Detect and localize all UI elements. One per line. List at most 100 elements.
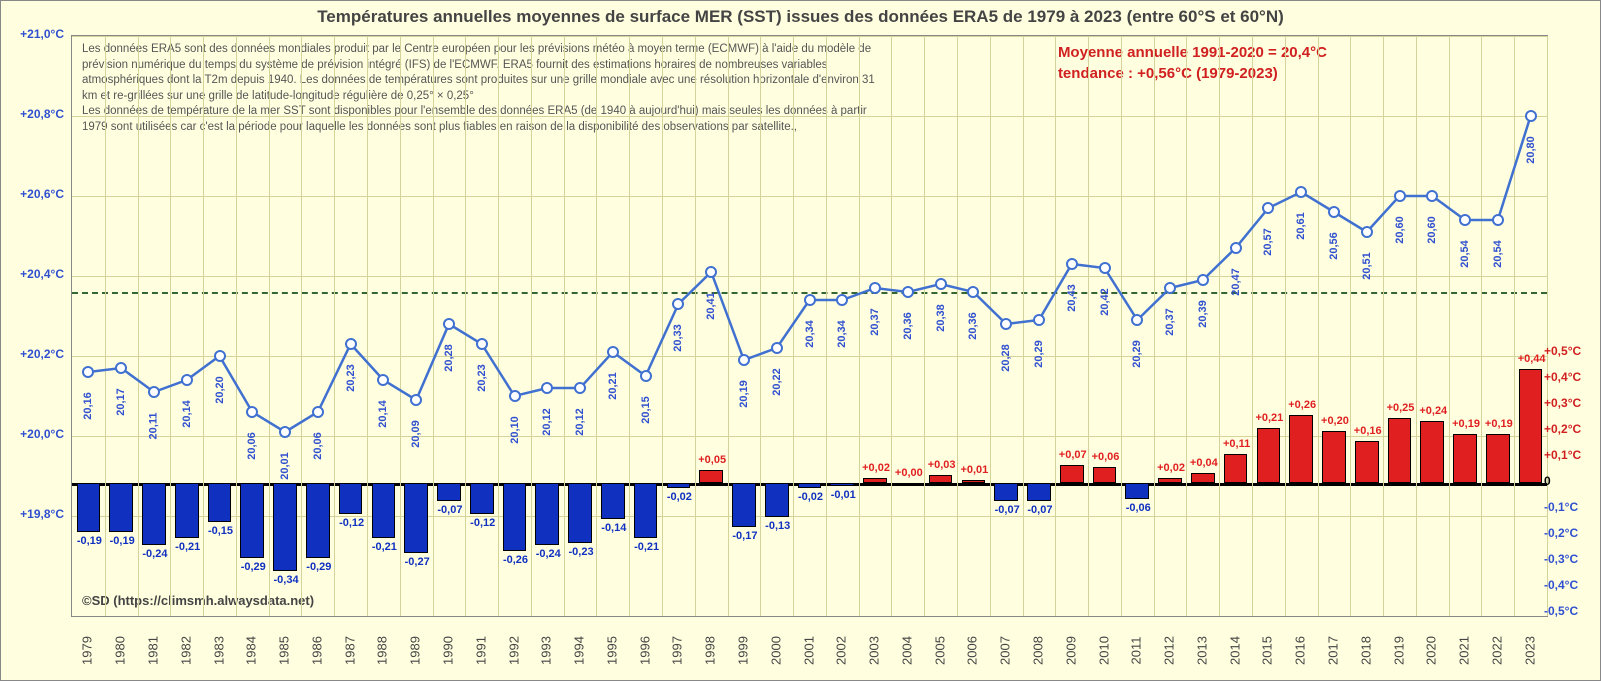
x-tick-label: 1987 [342, 631, 357, 671]
line-marker [279, 426, 291, 438]
anomaly-label: +0,03 [925, 459, 959, 471]
anomaly-bar [503, 483, 527, 551]
x-tick-label: 2017 [1325, 631, 1340, 671]
x-tick-label: 1986 [309, 631, 324, 671]
anomaly-label: +0,05 [695, 454, 729, 466]
anomaly-label: +0,24 [1416, 405, 1450, 417]
line-marker [607, 346, 619, 358]
temperature-value-label: 20,12 [541, 408, 553, 436]
temperature-value-label: 20,20 [213, 376, 225, 404]
temperature-value-label: 20,06 [246, 432, 258, 460]
x-tick-label: 1996 [637, 631, 652, 671]
temperature-value-label: 20,51 [1360, 252, 1372, 280]
anomaly-bar [470, 483, 494, 514]
anomaly-label: -0,07 [433, 504, 467, 516]
anomaly-bar [798, 483, 822, 488]
line-marker [1000, 318, 1012, 330]
y-right-tick-label: +0,4°C [1544, 370, 1592, 384]
grid-line-v [1416, 36, 1417, 616]
chart-container: Températures annuelles moyennes de surfa… [0, 0, 1601, 681]
description-box: Les données ERA5 sont des données mondia… [82, 42, 877, 135]
line-marker [836, 294, 848, 306]
anomaly-label: -0,12 [466, 517, 500, 529]
x-tick-label: 2012 [1162, 631, 1177, 671]
grid-line-v [1154, 36, 1155, 616]
anomaly-bar [404, 483, 428, 553]
line-marker [574, 382, 586, 394]
line-marker [804, 294, 816, 306]
grid-line-v [1088, 36, 1089, 616]
grid-line-h [72, 116, 1547, 117]
temperature-value-label: 20,29 [1131, 340, 1143, 368]
x-tick-label: 2001 [801, 631, 816, 671]
x-tick-label: 1984 [244, 631, 259, 671]
line-marker [967, 286, 979, 298]
anomaly-label: +0,02 [1154, 462, 1188, 474]
anomaly-bar [339, 483, 363, 514]
x-tick-label: 2010 [1096, 631, 1111, 671]
line-marker [1099, 262, 1111, 274]
line-marker [1394, 190, 1406, 202]
anomaly-bar [175, 483, 199, 538]
line-marker [902, 286, 914, 298]
anomaly-label: +0,16 [1351, 425, 1385, 437]
anomaly-label: -0,06 [1121, 502, 1155, 514]
temperature-value-label: 20,56 [1328, 232, 1340, 260]
x-tick-label: 2020 [1424, 631, 1439, 671]
anomaly-label: +0,02 [859, 462, 893, 474]
grid-line-v [728, 36, 729, 616]
temperature-value-label: 20,23 [344, 364, 356, 392]
temperature-value-label: 20,54 [1459, 240, 1471, 268]
x-tick-label: 1982 [178, 631, 193, 671]
anomaly-bar [1289, 415, 1313, 483]
anomaly-label: -0,19 [72, 535, 106, 547]
anomaly-label: -0,29 [236, 561, 270, 573]
x-tick-label: 2000 [768, 631, 783, 671]
description-p1: Les données ERA5 sont des données mondia… [82, 43, 875, 102]
grid-line-v [1449, 36, 1450, 616]
temperature-value-label: 20,19 [738, 380, 750, 408]
line-marker [509, 390, 521, 402]
anomaly-bar [1027, 483, 1051, 501]
anomaly-label: +0,07 [1056, 449, 1090, 461]
temperature-value-label: 20,54 [1492, 240, 1504, 268]
x-tick-label: 1991 [473, 631, 488, 671]
y-left-tick-label: +20,8°C [9, 107, 64, 121]
anomaly-label: -0,26 [499, 554, 533, 566]
anomaly-bar [142, 483, 166, 545]
y-left-tick-label: +19,8°C [9, 507, 64, 521]
line-marker [705, 266, 717, 278]
temperature-value-label: 20,21 [607, 372, 619, 400]
line-marker [869, 282, 881, 294]
grid-line-v [1383, 36, 1384, 616]
grid-line-v [891, 36, 892, 616]
line-marker [1492, 214, 1504, 226]
temperature-value-label: 20,33 [672, 324, 684, 352]
temperature-value-label: 20,36 [967, 312, 979, 340]
temperature-value-label: 20,29 [1033, 340, 1045, 368]
grid-line-v [1481, 36, 1482, 616]
grid-line-v [1023, 36, 1024, 616]
temperature-value-label: 20,12 [574, 408, 586, 436]
x-tick-label: 1990 [440, 631, 455, 671]
x-tick-label: 2023 [1522, 631, 1537, 671]
y-right-tick-label: -0,5°C [1544, 604, 1592, 618]
x-tick-label: 1993 [539, 631, 554, 671]
x-tick-label: 2002 [834, 631, 849, 671]
anomaly-bar [896, 483, 920, 485]
temperature-value-label: 20,60 [1393, 216, 1405, 244]
anomaly-bar [732, 483, 756, 527]
line-marker [443, 318, 455, 330]
anomaly-bar [1453, 434, 1477, 483]
temperature-value-label: 20,57 [1262, 228, 1274, 256]
anomaly-label: -0,21 [630, 541, 664, 553]
x-tick-label: 2004 [899, 631, 914, 671]
line-marker [1230, 242, 1242, 254]
line-marker [345, 338, 357, 350]
grid-line-v [1219, 36, 1220, 616]
x-tick-label: 1988 [375, 631, 390, 671]
x-tick-label: 2016 [1293, 631, 1308, 671]
anomaly-bar [372, 483, 396, 538]
grid-line-v [1186, 36, 1187, 616]
anomaly-bar [1486, 434, 1510, 483]
